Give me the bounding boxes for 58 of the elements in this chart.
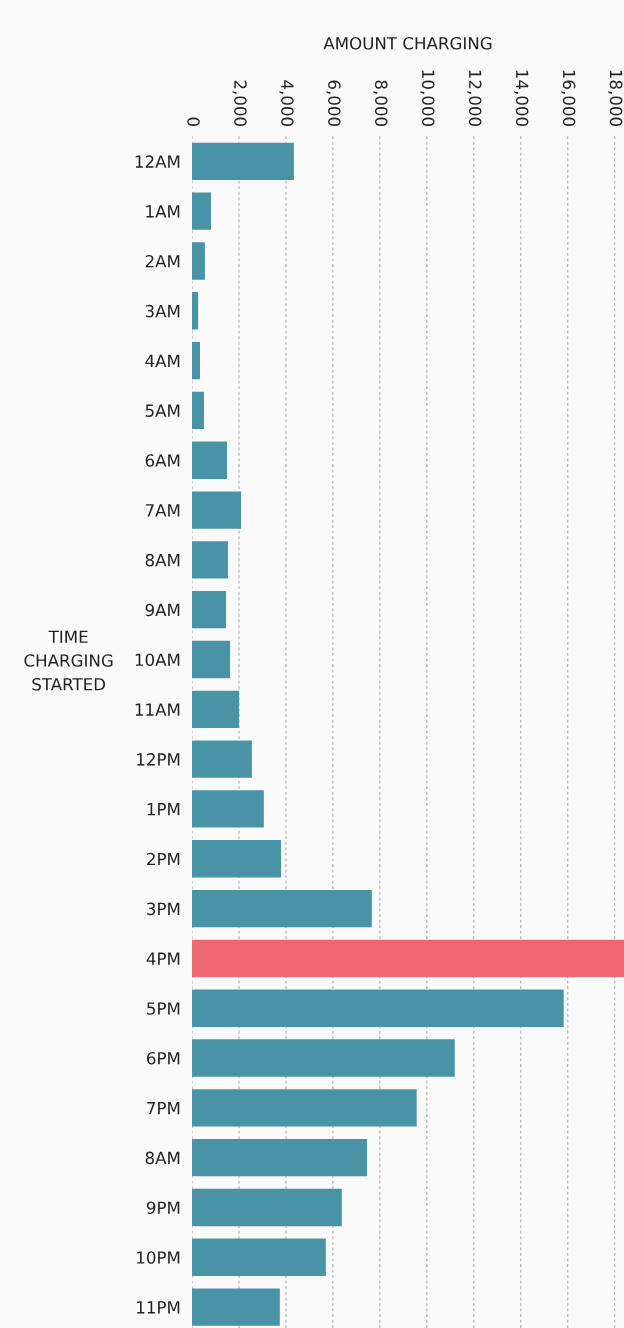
x-axis-title: AMOUNT CHARGING — [323, 36, 492, 50]
bar — [192, 840, 281, 878]
y-tick-label: 11AM — [135, 703, 180, 716]
x-tick-label: 10,000 — [420, 70, 435, 127]
y-tick-label: 6PM — [147, 1051, 180, 1065]
y-tick-label: 10PM — [137, 1251, 180, 1264]
x-tick-label: 12,000 — [467, 70, 482, 127]
y-tick-label: 5AM — [145, 404, 180, 417]
y-tick-label: 1PM — [147, 803, 180, 816]
y-tick-label: 7AM — [145, 504, 180, 517]
y-tick-label: 8AM — [145, 1151, 180, 1165]
bar — [192, 1089, 417, 1127]
y-tick-label: 5PM — [147, 1002, 180, 1015]
bar — [192, 541, 228, 579]
bar — [192, 491, 242, 529]
y-tick-label: 2PM — [147, 852, 180, 866]
bar — [192, 939, 624, 978]
bar — [192, 1039, 455, 1077]
bar — [192, 690, 239, 728]
y-tick-label: 3PM — [147, 902, 180, 916]
y-tick-label: 9AM — [145, 603, 180, 617]
y-tick-label: 4PM — [146, 952, 180, 965]
y-tick-label: 2AM — [145, 254, 180, 268]
y-tick-label: 8AM — [145, 553, 180, 567]
x-tick-label: 14,000 — [514, 70, 529, 127]
bar — [192, 391, 204, 430]
x-tick-label: 0 — [187, 117, 200, 127]
y-tick-label: 11PM — [137, 1301, 180, 1314]
y-tick-label: 1AM — [146, 205, 180, 218]
bar — [192, 640, 231, 679]
y-tick-label: 6AM — [145, 454, 180, 467]
bar — [192, 740, 252, 778]
y-tick-label: 4AM — [145, 354, 180, 367]
y-axis-title: TIME CHARGING STARTED — [24, 630, 113, 691]
x-tick-label: 16,000 — [561, 70, 576, 127]
bar — [192, 192, 212, 230]
x-tick-label: 2,000 — [232, 80, 247, 127]
bar — [192, 441, 227, 479]
x-tick-label: 6,000 — [326, 80, 341, 127]
bar — [192, 1288, 280, 1326]
x-tick-label: 4,000 — [279, 80, 294, 127]
bar — [192, 989, 564, 1027]
bar — [192, 1238, 326, 1276]
bar — [192, 242, 205, 280]
bar — [192, 889, 372, 928]
y-tick-label: 10AM — [135, 653, 180, 667]
y-tick-label: 3AM — [145, 304, 180, 318]
bar — [192, 790, 264, 828]
y-tick-label: 12PM — [137, 753, 180, 766]
bar — [192, 1138, 367, 1177]
y-tick-label: 12AM — [135, 155, 180, 168]
y-tick-label: 9PM — [146, 1201, 180, 1215]
y-tick-label: 7PM — [147, 1102, 180, 1115]
x-tick-label: 8,000 — [373, 80, 388, 127]
x-tick-label: 18,000 — [608, 70, 623, 127]
bar — [192, 591, 227, 629]
bar — [192, 1188, 342, 1227]
bar — [192, 142, 294, 181]
